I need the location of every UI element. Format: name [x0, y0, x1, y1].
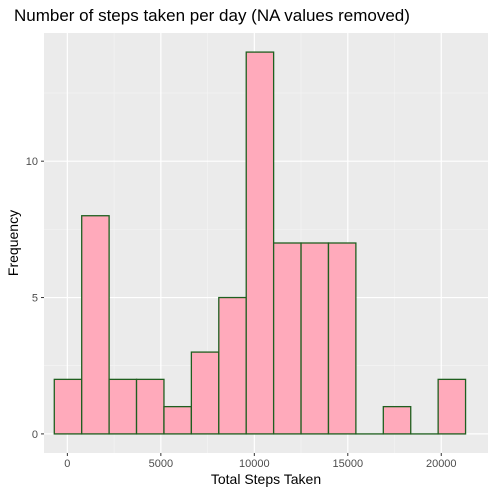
- y-tick-label: 10: [26, 156, 38, 168]
- histogram-bar: [300, 242, 330, 435]
- x-tick-label: 20000: [426, 458, 457, 470]
- chart-title: Number of steps taken per day (NA values…: [14, 6, 410, 25]
- histogram-bar: [135, 378, 165, 435]
- histogram-bar: [81, 215, 110, 435]
- x-tick-label: 5000: [149, 458, 173, 470]
- x-axis-label: Total Steps Taken: [211, 471, 321, 487]
- histogram-bar: [163, 405, 193, 435]
- x-tick-label: 0: [64, 458, 70, 470]
- x-tick-label: 10000: [239, 458, 270, 470]
- x-tick-label: 15000: [332, 458, 363, 470]
- histogram-bar: [245, 51, 275, 435]
- x-axis-ticks: 0 5000 10000 15000 20000: [64, 453, 457, 470]
- y-axis-label: Frequency: [5, 210, 21, 276]
- y-axis-ticks: 0 5 10: [26, 156, 44, 441]
- histogram-bar: [382, 405, 412, 435]
- histogram-bars: [53, 51, 467, 435]
- histogram-bar: [53, 378, 83, 435]
- histogram-bar: [327, 242, 357, 435]
- y-tick-label: 5: [32, 293, 38, 305]
- histogram-bar: [272, 242, 302, 435]
- histogram-bar: [190, 351, 220, 435]
- histogram-bar: [218, 296, 247, 435]
- histogram-bar: [437, 378, 467, 435]
- histogram-bar: [108, 378, 138, 435]
- y-tick-label: 0: [32, 429, 38, 441]
